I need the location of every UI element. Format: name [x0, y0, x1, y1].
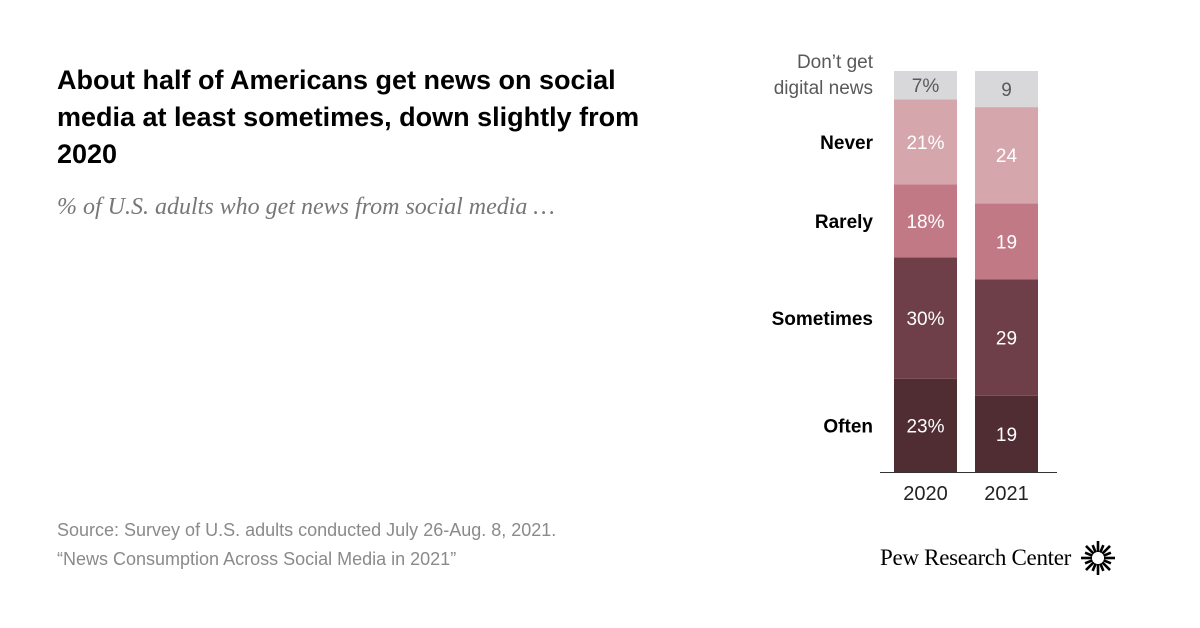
data-label-never-2020: 21% — [906, 133, 944, 154]
data-label-never-2021: 24 — [996, 146, 1018, 167]
bar-segment-never-2020 — [894, 99, 957, 185]
data-label-rarely-2020: 18% — [906, 212, 944, 233]
series-label-often: Often — [823, 416, 873, 437]
source-line: Source: Survey of U.S. adults conducted … — [57, 520, 557, 540]
pew-logo: Pew Research Center — [880, 541, 1117, 575]
data-label-sometimes-2021: 29 — [996, 329, 1017, 350]
data-label-dont-get-digital-news-2020: 7% — [912, 76, 940, 97]
series-label-never: Never — [820, 133, 873, 154]
bar-segment-rarely-2021 — [975, 203, 1038, 280]
report-title-line: “News Consumption Across Social Media in… — [57, 549, 457, 569]
bar-segment-dont-get-digital-news-2020 — [894, 71, 957, 100]
bar-segment-sometimes-2021 — [975, 279, 1038, 396]
bar-segment-often-2021 — [975, 395, 1038, 472]
chart-title: About half of Americans get news on soci… — [57, 65, 640, 169]
data-label-sometimes-2020: 30% — [906, 309, 944, 330]
bar-segment-rarely-2020 — [894, 184, 957, 258]
series-label-dont-get-digital-news: Don’t get digital news — [774, 52, 874, 99]
data-label-dont-get-digital-news-2021: 9 — [1001, 80, 1012, 101]
bar-segment-sometimes-2020 — [894, 257, 957, 379]
bar-segment-never-2021 — [975, 107, 1038, 204]
series-label-rarely: Rarely — [815, 212, 874, 233]
series-label-sometimes: Sometimes — [772, 309, 873, 330]
bar-segment-often-2020 — [894, 378, 957, 472]
data-label-often-2020: 23% — [906, 416, 944, 437]
pew-sunburst-icon — [1081, 541, 1116, 575]
brand-name: Pew Research Center — [880, 545, 1072, 570]
bar-segment-dont-get-digital-news-2021 — [975, 71, 1038, 108]
chart-subtitle: % of U.S. adults who get news from socia… — [57, 194, 555, 220]
x-tick-label-2020: 2020 — [903, 483, 948, 505]
data-label-rarely-2021: 19 — [996, 232, 1017, 253]
source-note: Source: Survey of U.S. adults conducted … — [57, 516, 697, 574]
data-label-often-2021: 19 — [996, 425, 1017, 446]
x-tick-label-2021: 2021 — [984, 483, 1029, 505]
